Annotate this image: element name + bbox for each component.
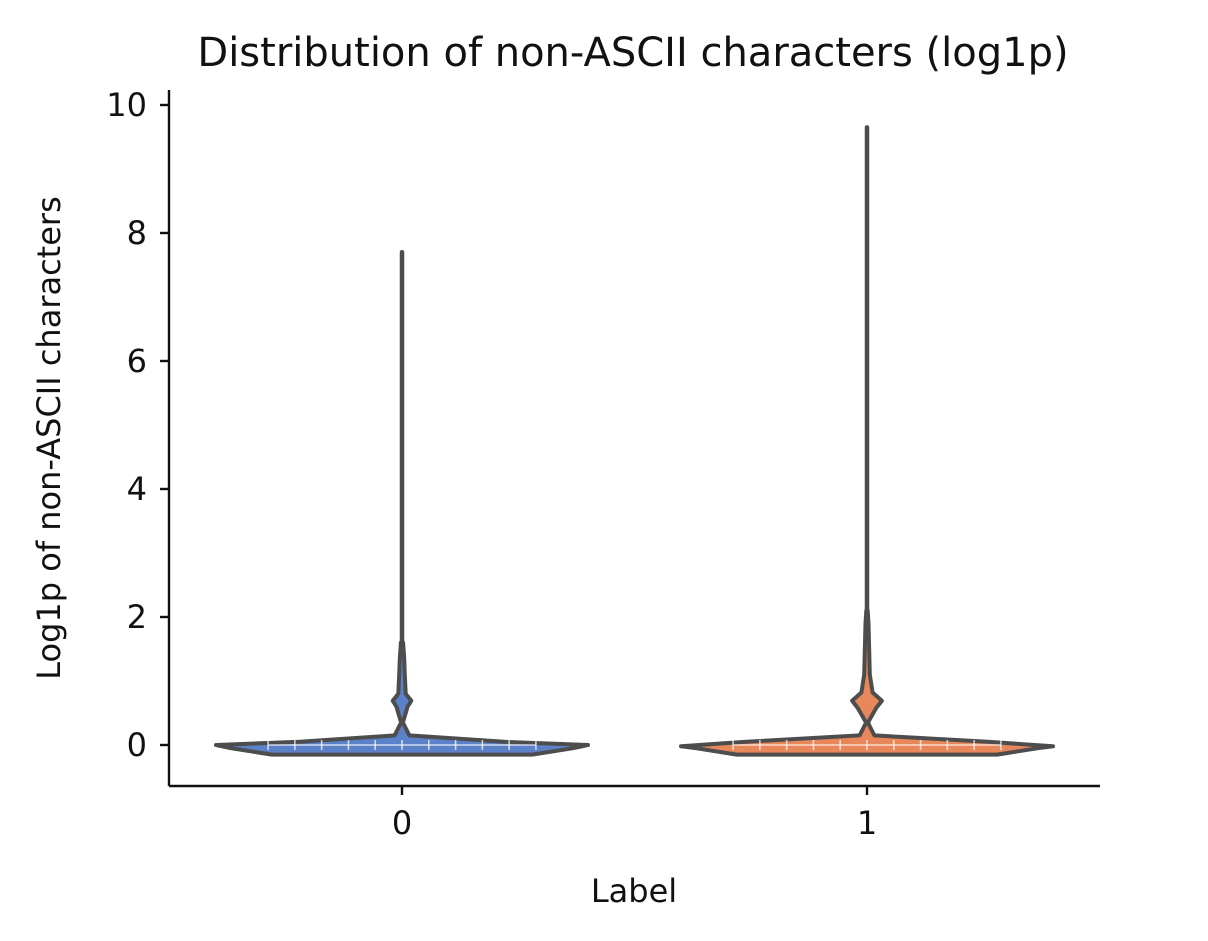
plot-area bbox=[214, 125, 1055, 757]
x-tick-label: 0 bbox=[392, 804, 412, 842]
y-tick-label: 0 bbox=[127, 726, 147, 764]
y-tick-label: 8 bbox=[127, 214, 147, 252]
x-axis-label: Label bbox=[591, 872, 677, 910]
y-tick-label: 2 bbox=[127, 598, 147, 636]
violin-1 bbox=[679, 125, 1055, 757]
y-tick-label: 10 bbox=[106, 86, 147, 124]
y-axis-label: Log1p of non-ASCII characters bbox=[30, 196, 68, 680]
violin-body bbox=[679, 608, 1055, 757]
chart-title: Distribution of non-ASCII characters (lo… bbox=[197, 30, 1068, 76]
y-tick-label: 4 bbox=[127, 470, 147, 508]
violin-0 bbox=[214, 249, 590, 757]
x-tick-label: 1 bbox=[857, 804, 877, 842]
y-tick-label: 6 bbox=[127, 342, 147, 380]
violin-body bbox=[214, 640, 590, 757]
y-ticks: 0 2 4 6 8 10 bbox=[106, 86, 169, 764]
